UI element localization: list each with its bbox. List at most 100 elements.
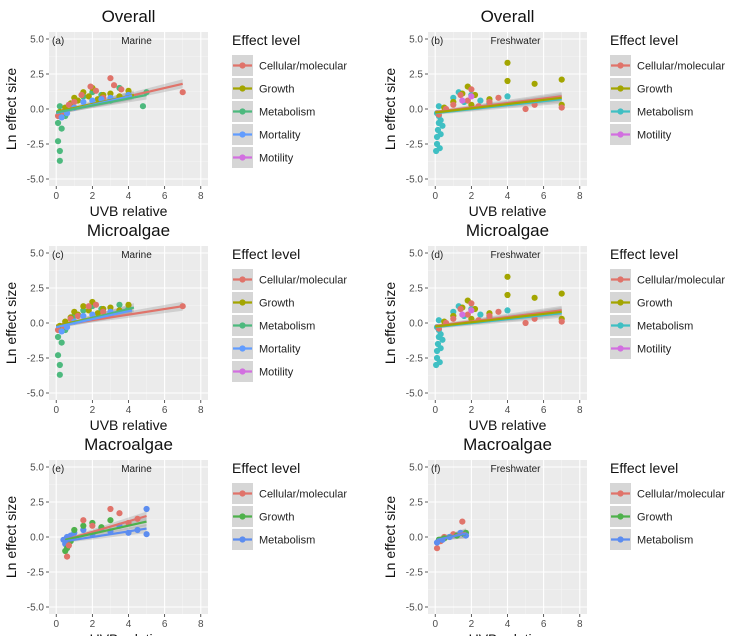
y-tick-label: 5.0: [409, 35, 423, 46]
y-tick-label: 0.0: [30, 105, 44, 116]
panel-label: (d): [431, 250, 443, 261]
point-cellular-molecular: [100, 308, 107, 315]
legend-title: Effect level: [232, 460, 300, 476]
point-metabolism: [143, 531, 150, 538]
y-tick-label: 0.0: [409, 319, 423, 330]
y-axis-label: Ln effect size: [382, 282, 398, 364]
legend-label: Mortality: [259, 344, 301, 356]
fit-line-metabolism: [65, 527, 147, 543]
point-metabolism: [56, 103, 63, 110]
point-cellular-molecular: [558, 318, 565, 325]
x-tick-label: 8: [198, 619, 204, 630]
y-tick-label: 2.5: [409, 498, 423, 509]
point-metabolism: [504, 307, 511, 314]
y-axis-label: Ln effect size: [3, 282, 19, 364]
x-tick-label: 2: [469, 619, 475, 630]
legend-label: Cellular/molecular: [637, 275, 725, 287]
legend-label: Metabolism: [259, 321, 315, 333]
point-cellular-molecular: [87, 83, 94, 90]
legend-title: Effect level: [610, 246, 678, 262]
point-cellular-molecular: [74, 312, 82, 320]
legend-title: Effect level: [232, 32, 300, 48]
strip-label: Marine: [121, 464, 152, 475]
panel-label: (a): [52, 36, 64, 47]
point-mortality: [80, 312, 87, 320]
legend-key-point-growth: [239, 513, 246, 520]
point-cellular-molecular: [179, 89, 186, 96]
point-metabolism: [139, 103, 147, 110]
point-cellular-molecular: [558, 104, 565, 111]
point-cellular-molecular: [468, 86, 475, 93]
legend-label: Cellular/molecular: [259, 61, 347, 73]
y-tick-label: -5.0: [27, 175, 45, 186]
x-tick-label: 0: [432, 619, 438, 630]
panel-title: Macroalgae: [463, 435, 552, 454]
panel-label: (f): [431, 464, 440, 475]
point-growth: [504, 273, 511, 280]
point-growth: [71, 526, 78, 534]
point-cellular-molecular: [107, 505, 114, 513]
point-mortality: [80, 98, 87, 106]
y-tick-label: 2.5: [30, 70, 44, 81]
x-tick-label: 0: [53, 191, 59, 202]
panel-title: Microalgae: [87, 221, 170, 240]
point-cellular-molecular: [522, 319, 529, 327]
legend: Effect level Cellular/molecular Growth Meta…: [610, 32, 725, 145]
legend-label: Cellular/molecular: [637, 61, 725, 73]
point-metabolism: [54, 352, 62, 359]
point-metabolism: [435, 317, 442, 324]
x-tick-label: 6: [162, 405, 168, 416]
point-metabolism: [437, 331, 444, 338]
point-metabolism: [477, 97, 484, 104]
strip-label: Marine: [121, 250, 152, 261]
legend-label: Growth: [259, 298, 294, 310]
x-tick-label: 4: [126, 619, 132, 630]
point-metabolism: [54, 138, 62, 145]
point-cellular-molecular: [457, 91, 464, 99]
panel-b: Overall (b) Freshwater 0 2 4 6 8 5.0 2.5 0.0 -2.5 -5…: [382, 7, 725, 219]
point-metabolism: [504, 93, 511, 100]
panel-title: Overall: [102, 7, 156, 26]
x-axis-label: UVB relative: [469, 631, 547, 636]
point-metabolism: [54, 333, 62, 341]
legend-key-point-metabolism: [617, 322, 624, 329]
strip-label: Freshwater: [490, 36, 541, 47]
panel-c: Microalgae (c) Marine 0 2 4 6 8 5.0 2.5 0.0 -2.5 -5.…: [3, 221, 347, 433]
point-metabolism: [439, 336, 446, 343]
x-tick-label: 4: [505, 405, 511, 416]
legend-title: Effect level: [610, 32, 678, 48]
legend-key-point-metabolism: [617, 536, 624, 543]
point-cellular-molecular: [89, 522, 96, 529]
panel-title: Microalgae: [466, 221, 549, 240]
x-tick-label: 6: [541, 405, 547, 416]
panel-e: Macroalgae (e) Marine 0 2 4 6 8 5.0 2.5 0.0 -2.5 -5.…: [3, 435, 347, 636]
point-cellular-molecular: [92, 301, 100, 308]
y-tick-label: -2.5: [27, 354, 45, 365]
point-cellular-molecular: [522, 105, 529, 113]
legend-label: Growth: [637, 298, 672, 310]
point-growth: [558, 76, 565, 83]
y-tick-label: -2.5: [406, 568, 424, 579]
x-axis-label: UVB relative: [469, 417, 547, 433]
legend-label: Motility: [637, 130, 672, 142]
point-cellular-molecular: [450, 101, 457, 108]
point-cellular-molecular: [85, 303, 92, 310]
point-cellular-molecular: [495, 308, 502, 315]
legend-label: Growth: [637, 512, 672, 524]
point-metabolism: [56, 361, 63, 369]
x-tick-label: 6: [541, 191, 547, 202]
legend-label: Mortality: [259, 130, 301, 142]
legend-label: Metabolism: [637, 321, 693, 333]
legend-key-point-motility: [239, 368, 246, 375]
point-mortality: [58, 114, 65, 121]
y-tick-label: -2.5: [406, 354, 424, 365]
point-metabolism: [435, 103, 442, 110]
x-tick-label: 6: [162, 619, 168, 630]
legend-label: Cellular/molecular: [637, 489, 725, 501]
y-tick-label: -5.0: [27, 603, 45, 614]
legend-label: Metabolism: [259, 107, 315, 119]
x-tick-label: 2: [90, 619, 96, 630]
legend: Effect level Cellular/molecular Growth Meta…: [232, 460, 347, 550]
point-cellular-molecular: [468, 300, 475, 307]
